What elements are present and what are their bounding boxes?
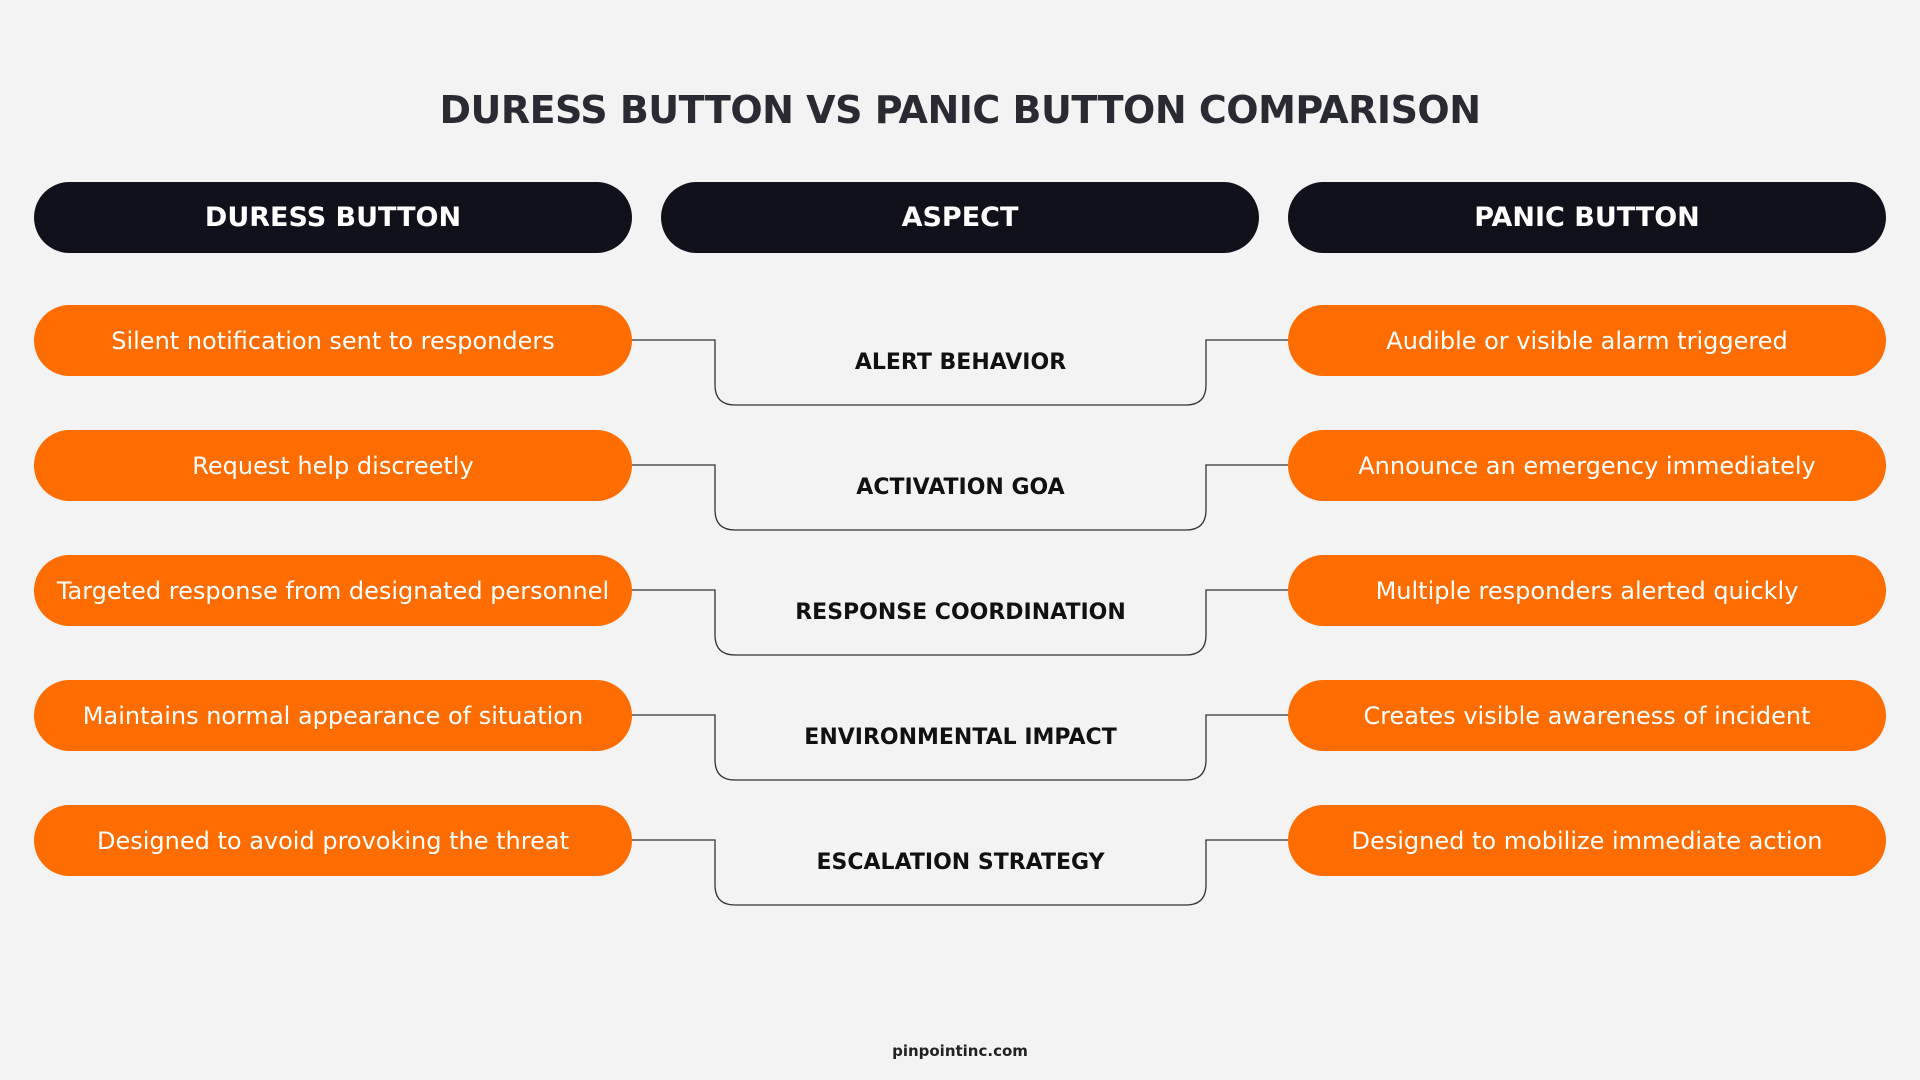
duress-item: Request help discreetly xyxy=(34,430,632,501)
aspect-bracket xyxy=(632,589,1288,656)
aspect-label: ESCALATION STRATEGY xyxy=(816,850,1105,875)
panic-item: Multiple responders alerted quickly xyxy=(1288,555,1886,626)
aspect-label: ENVIRONMENTAL IMPACT xyxy=(804,725,1117,750)
aspect-label: ALERT BEHAVIOR xyxy=(854,350,1067,375)
header-duress-button: DURESS BUTTON xyxy=(34,182,632,253)
aspect-bracket xyxy=(632,464,1288,531)
duress-item: Designed to avoid provoking the threat xyxy=(34,805,632,876)
duress-item: Silent notification sent to responders xyxy=(34,305,632,376)
aspect-bracket xyxy=(632,714,1288,781)
duress-item: Maintains normal appearance of situation xyxy=(34,680,632,751)
footer-website: pinpointinc.com xyxy=(892,1042,1028,1060)
header-aspect: ASPECT xyxy=(661,182,1259,253)
aspect-label: RESPONSE COORDINATION xyxy=(795,600,1126,625)
panic-item: Designed to mobilize immediate action xyxy=(1288,805,1886,876)
aspect-label: ACTIVATION GOA xyxy=(856,475,1065,500)
aspect-bracket xyxy=(632,339,1288,406)
duress-item: Targeted response from designated person… xyxy=(34,555,632,626)
aspect-bracket xyxy=(632,839,1288,906)
page-title: DURESS BUTTON VS PANIC BUTTON COMPARISON xyxy=(439,88,1481,132)
panic-item: Announce an emergency immediately xyxy=(1288,430,1886,501)
header-panic-button: PANIC BUTTON xyxy=(1288,182,1886,253)
panic-item: Audible or visible alarm triggered xyxy=(1288,305,1886,376)
panic-item: Creates visible awareness of incident xyxy=(1288,680,1886,751)
